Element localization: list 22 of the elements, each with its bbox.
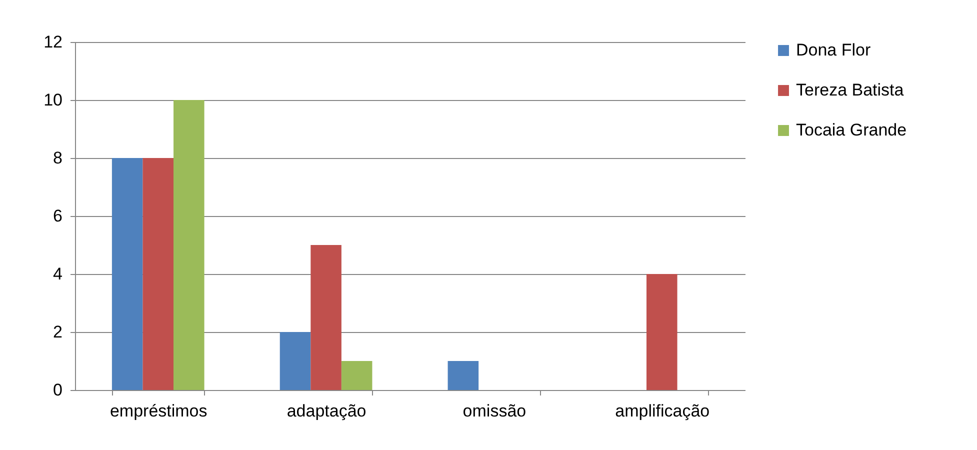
bar (112, 158, 143, 390)
x-tick-label: adaptação (286, 402, 366, 420)
y-tick-label: 10 (44, 90, 62, 110)
bar (646, 274, 678, 390)
bar (341, 361, 372, 390)
x-tick-label: omissão (462, 402, 526, 420)
x-tick-label: empréstimos (110, 402, 208, 420)
y-tick-label: 0 (53, 380, 62, 400)
y-tick-label: 4 (53, 264, 62, 284)
bar (142, 158, 174, 390)
bar (280, 332, 311, 390)
bar (448, 361, 479, 390)
legend-label: Tereza Batista (796, 80, 904, 100)
bar (310, 245, 342, 390)
legend-label: Dona Flor (796, 40, 871, 60)
y-tick-label: 8 (53, 148, 62, 168)
y-tick-label: 12 (44, 32, 62, 52)
x-tick-label: amplificação (615, 402, 710, 420)
bar (174, 100, 204, 390)
legend-label: Tocaia Grande (796, 120, 907, 140)
y-tick-label: 2 (53, 322, 62, 342)
y-tick-label: 6 (53, 206, 62, 226)
